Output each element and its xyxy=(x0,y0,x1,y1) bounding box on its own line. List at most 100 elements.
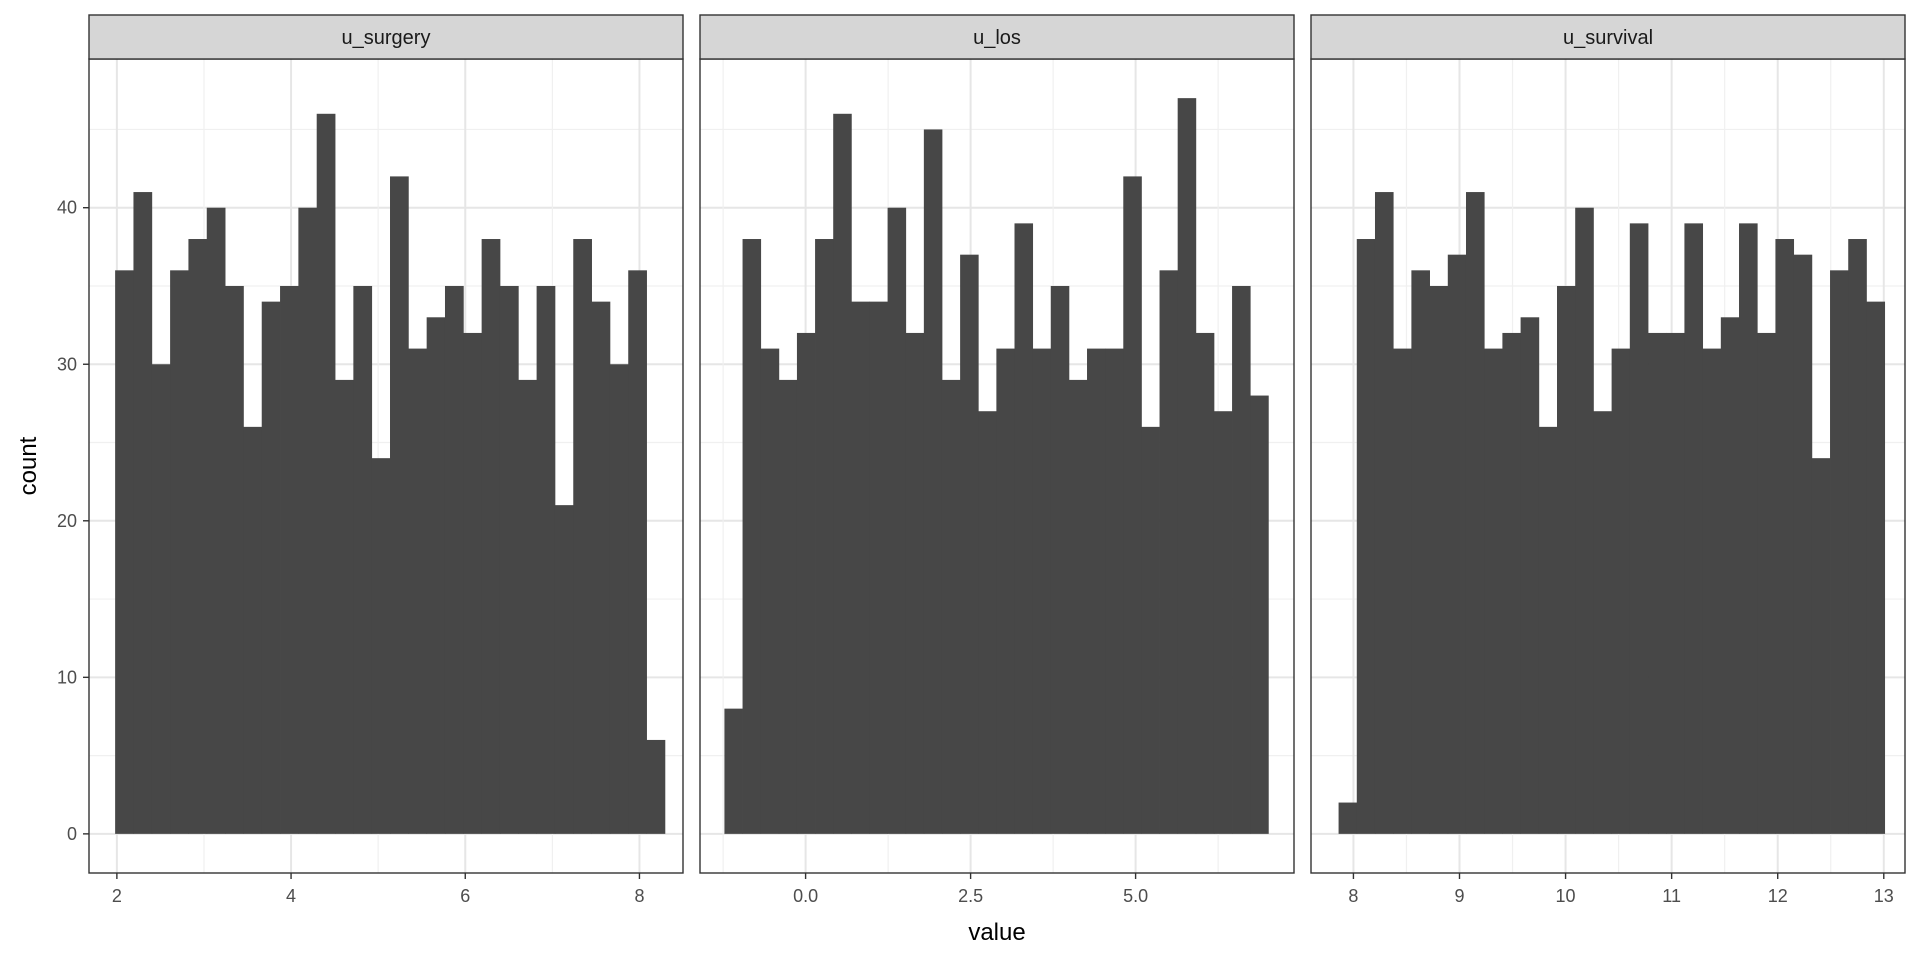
histogram-bar xyxy=(1739,223,1758,834)
histogram-bar xyxy=(554,505,574,834)
histogram-bar xyxy=(518,379,538,834)
histogram-bar xyxy=(1775,239,1795,834)
y-tick-label: 20 xyxy=(57,511,77,531)
histogram-bar xyxy=(1465,192,1485,834)
histogram-bar xyxy=(1848,239,1867,834)
y-tick-label: 40 xyxy=(57,198,77,218)
x-tick-label: 11 xyxy=(1662,886,1681,906)
histogram-bar xyxy=(646,739,666,834)
x-tick-label: 12 xyxy=(1768,886,1788,906)
histogram-bar xyxy=(151,364,171,834)
histogram-bar xyxy=(206,207,226,834)
x-tick-label: 2.5 xyxy=(958,886,983,906)
histogram-bar xyxy=(298,207,318,834)
histogram-bar xyxy=(941,379,961,834)
histogram-bar xyxy=(1195,332,1215,834)
histogram-bar xyxy=(1702,348,1722,834)
histogram-bar xyxy=(1611,348,1631,834)
histogram-bar xyxy=(408,348,428,834)
histogram-bar xyxy=(261,301,281,834)
facet-strip-label: u_surgery xyxy=(342,27,431,49)
histogram-bar xyxy=(905,332,925,834)
x-axis-title: value xyxy=(968,919,1025,946)
histogram-bar xyxy=(833,113,852,834)
facet-strip xyxy=(1310,14,1906,60)
histogram-bar xyxy=(481,239,501,834)
histogram-bar xyxy=(1666,332,1685,834)
y-tick-label: 10 xyxy=(57,667,77,687)
x-tick-label: 10 xyxy=(1556,886,1576,906)
x-tick-label: 8 xyxy=(634,886,644,906)
histogram-bar xyxy=(724,708,743,834)
histogram-bar xyxy=(1629,223,1649,834)
histogram-bar xyxy=(1538,426,1558,834)
histogram-bar xyxy=(115,270,134,834)
histogram-bar xyxy=(280,285,299,834)
x-tick-label: 6 xyxy=(460,886,470,906)
x-tick-label: 2 xyxy=(112,886,122,906)
histogram-bar xyxy=(1502,332,1521,834)
histogram-bar xyxy=(796,332,816,834)
histogram-bar xyxy=(1557,285,1576,834)
histogram-bar xyxy=(1014,223,1034,834)
histogram-bar xyxy=(1123,176,1142,834)
histogram-bar xyxy=(1648,332,1667,834)
histogram-bar xyxy=(1447,254,1467,834)
histogram-bar xyxy=(335,379,354,834)
histogram-bar xyxy=(815,239,834,834)
histogram-bar xyxy=(444,285,464,834)
histogram-bar xyxy=(1374,192,1394,834)
x-tick-label: 0.0 xyxy=(793,886,818,906)
histogram-bar xyxy=(243,426,263,834)
histogram-bar xyxy=(760,348,780,834)
histogram-bar xyxy=(1032,348,1052,834)
histogram-bar xyxy=(371,458,391,834)
histogram-bar xyxy=(1429,285,1449,834)
histogram-bar xyxy=(1575,207,1594,834)
facet-strip-label: u_survival xyxy=(1563,27,1653,49)
histogram-bar xyxy=(1484,348,1503,834)
facet-strip-label: u_los xyxy=(973,27,1021,49)
facet-strip xyxy=(88,14,684,60)
histogram-bar xyxy=(978,411,997,834)
x-tick-label: 13 xyxy=(1874,886,1894,906)
histogram-bar xyxy=(1177,98,1197,834)
histogram-bar xyxy=(133,192,153,834)
histogram-bar xyxy=(390,176,409,834)
histogram-bar xyxy=(1684,223,1704,834)
histogram-bar xyxy=(1811,458,1831,834)
histogram-bar xyxy=(1830,270,1849,834)
histogram-bar xyxy=(536,285,556,834)
histogram-bar xyxy=(573,239,592,834)
histogram-bar xyxy=(887,207,907,834)
histogram-bar xyxy=(499,285,519,834)
histogram-bar xyxy=(225,285,244,834)
histogram-bar xyxy=(591,301,611,834)
histogram-bar xyxy=(1593,411,1613,834)
y-tick-label: 0 xyxy=(67,824,77,844)
histogram-bar xyxy=(1356,239,1376,834)
histogram-bar xyxy=(1757,332,1776,834)
histogram-bar xyxy=(609,364,629,834)
histogram-bar xyxy=(996,348,1015,834)
histogram-bar xyxy=(1866,301,1886,834)
histogram-bar xyxy=(316,113,336,834)
histogram-bar xyxy=(778,379,798,834)
histogram-bar xyxy=(1087,348,1106,834)
histogram-bar xyxy=(1159,270,1179,834)
histogram-bar xyxy=(1105,348,1124,834)
histogram-bar xyxy=(1050,285,1070,834)
x-tick-label: 5.0 xyxy=(1123,886,1148,906)
histogram-bar xyxy=(1393,348,1412,834)
x-tick-label: 4 xyxy=(286,886,296,906)
histogram-bar xyxy=(170,270,189,834)
histogram-bar xyxy=(1068,379,1088,834)
x-tick-label: 9 xyxy=(1454,886,1464,906)
histogram-bar xyxy=(742,239,762,834)
histogram-bar xyxy=(1338,802,1358,834)
histogram-bar xyxy=(1213,411,1233,834)
histogram-bar xyxy=(1141,426,1160,834)
histogram-bar xyxy=(1793,254,1813,834)
histogram-bar xyxy=(923,129,943,834)
histogram-bar xyxy=(463,332,483,834)
